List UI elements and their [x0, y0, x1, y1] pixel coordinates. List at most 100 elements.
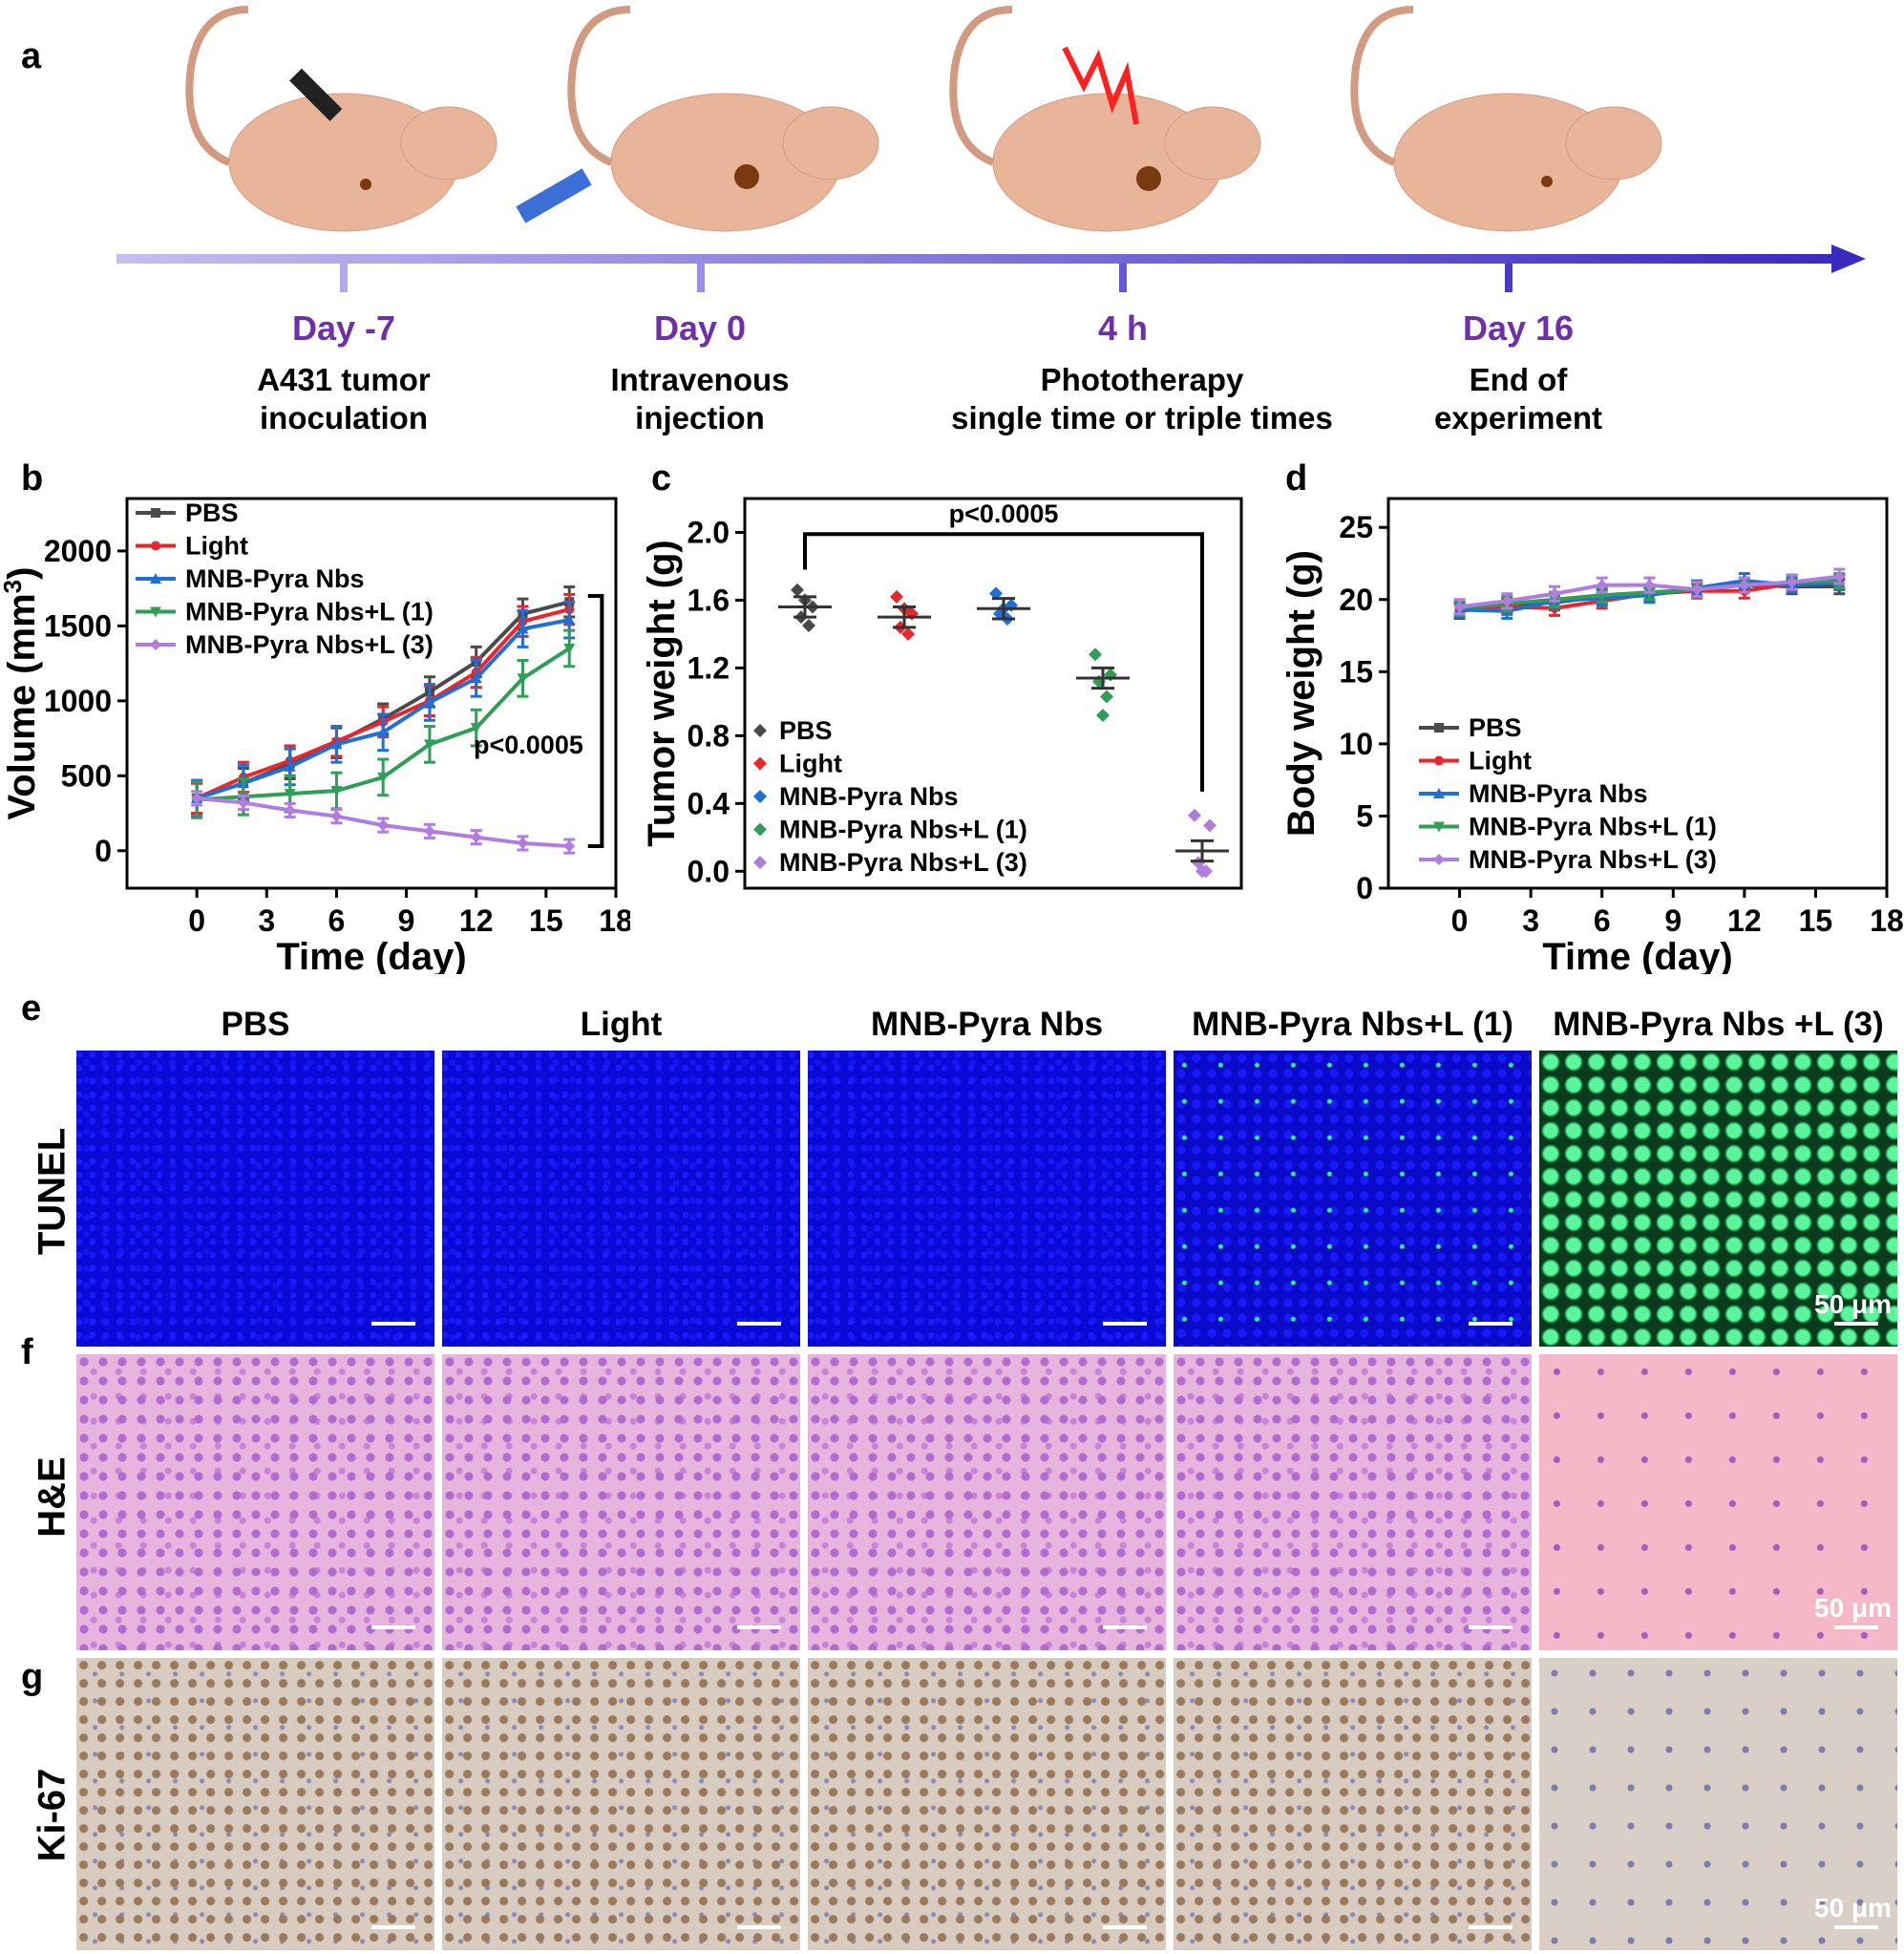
y-tick-label: 0.0	[688, 854, 730, 888]
plot-frame	[125, 497, 618, 890]
data-point	[802, 619, 815, 633]
data-point	[1089, 648, 1102, 662]
data-point	[517, 673, 529, 685]
mouse-icon	[949, 6, 1261, 232]
plot-frame	[1386, 497, 1889, 890]
data-point	[1833, 570, 1846, 583]
chart-b: 0 3 6 9 12 15 18 0 500 1000 1500 2000 Time (day) PBS L…	[0, 497, 630, 974]
data-point	[330, 786, 343, 796]
data-point	[1096, 709, 1110, 723]
y-tick-label: 0	[1356, 871, 1373, 905]
micrograph	[76, 1658, 434, 1950]
data-point	[753, 790, 767, 803]
p-value-label: p<0.0005	[949, 499, 1059, 528]
legend-label: Light	[779, 750, 842, 778]
y-axis-label-exponent: 3	[0, 580, 27, 593]
x-tick-label: 3	[258, 903, 275, 938]
data-point	[423, 825, 435, 838]
chart-d: 0 3 6 9 12 15 18 0 5 10 15 20 25 Time (day) PBS Light MN…	[1280, 497, 1904, 974]
data-point	[284, 804, 296, 817]
row-label: H&E	[31, 1456, 74, 1538]
legend-label: Light	[185, 532, 248, 561]
legend-label: MNB-Pyra Nbs+L (3)	[1469, 845, 1717, 874]
timeline-desc: Intravenous injection	[610, 362, 790, 435]
y-tick-label: 2.0	[688, 515, 730, 549]
data-point	[1453, 601, 1466, 613]
micrograph	[76, 1051, 434, 1347]
data-point	[890, 589, 903, 604]
data-point	[284, 760, 296, 772]
legend-label: Light	[1469, 747, 1532, 775]
y-tick-label: 1000	[44, 684, 112, 718]
data-point	[377, 772, 390, 783]
y-tick-label: 1.6	[688, 583, 730, 617]
timeline-day: Day 16	[1462, 308, 1575, 348]
syringe-icon	[289, 68, 343, 121]
legend-label: PBS	[185, 499, 239, 527]
data-point	[470, 831, 482, 843]
data-point	[423, 696, 435, 708]
data-point	[1195, 864, 1209, 879]
legend-label: MNB-Pyra Nbs+L (1)	[1469, 813, 1717, 841]
scale-bar-label: 50 μm	[1814, 1893, 1892, 1922]
data-point	[563, 643, 576, 654]
data-point	[563, 840, 576, 853]
plot-frame	[743, 497, 1243, 890]
micrograph	[442, 1051, 800, 1347]
column-title: Light	[580, 1006, 663, 1043]
data-point	[1549, 587, 1560, 600]
scale-bar-label: 50 μm	[1814, 1593, 1892, 1623]
data-point	[1434, 755, 1444, 766]
data-point	[150, 606, 161, 618]
data-point	[753, 822, 767, 837]
x-tick-label: 0	[1451, 903, 1469, 938]
y-tick-label: 0.8	[688, 718, 730, 753]
x-axis-label: Time (day)	[276, 936, 466, 974]
data-point	[237, 796, 249, 809]
laser-icon	[1062, 46, 1139, 125]
x-tick-label: 18	[599, 903, 630, 938]
y-axis-label: Body weight (g)	[1280, 550, 1322, 837]
y-tick-label: 25	[1339, 510, 1373, 544]
x-tick-label: 6	[1594, 903, 1611, 938]
panel-d-label: d	[1285, 458, 1308, 499]
data-point	[151, 508, 160, 518]
micrograph	[442, 1658, 800, 1950]
data-point	[150, 573, 161, 584]
data-point	[377, 726, 390, 737]
micrograph	[808, 1051, 1166, 1347]
data-point	[1596, 579, 1608, 591]
legend-label: MNB-Pyra Nbs	[779, 782, 959, 811]
data-point	[1188, 808, 1201, 822]
y-tick-label: 2000	[44, 534, 112, 568]
legend-label: MNB-Pyra Nbs	[185, 564, 365, 593]
x-tick-label: 9	[1664, 903, 1682, 938]
data-point	[151, 541, 160, 551]
data-point	[1434, 723, 1444, 733]
legend-label: MNB-Pyra Nbs+L (3)	[779, 848, 1027, 877]
data-point	[1691, 584, 1703, 596]
column-title: MNB-Pyra Nbs +L (3)	[1553, 1006, 1884, 1043]
y-tick-label: 1500	[44, 608, 112, 643]
panel-b-label: b	[21, 458, 44, 499]
micrograph	[1174, 1354, 1532, 1650]
panel-e-label: e	[21, 988, 42, 1029]
timeline-day: Day 0	[653, 308, 747, 348]
data-point	[517, 837, 529, 849]
x-tick-label: 0	[188, 903, 205, 938]
mouse-icon	[567, 6, 879, 232]
data-point	[377, 819, 390, 832]
x-tick-label: 15	[529, 903, 563, 938]
data-point	[1786, 576, 1798, 588]
panel-c-label: c	[651, 458, 672, 499]
micrograph	[808, 1658, 1166, 1950]
x-tick-label: 9	[398, 903, 415, 938]
data-point	[1501, 595, 1513, 607]
x-tick-label: 15	[1799, 903, 1833, 938]
column-title: PBS	[221, 1006, 290, 1043]
data-point	[330, 810, 343, 822]
y-axis-label-close: )	[1, 567, 43, 580]
legend-label: PBS	[779, 716, 833, 745]
data-point	[753, 724, 767, 737]
timeline-desc: Phototherapy single time or triple times	[951, 362, 1333, 435]
